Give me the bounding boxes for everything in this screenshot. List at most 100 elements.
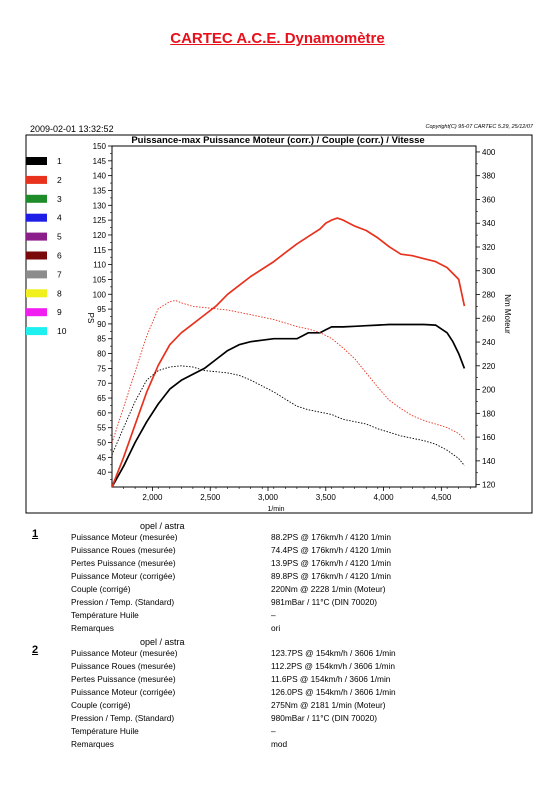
y-left-tick-label: 115 bbox=[93, 246, 106, 255]
page-title: CARTEC A.C.E. Dynamomètre bbox=[170, 30, 385, 47]
legend-swatch-3 bbox=[26, 194, 47, 203]
y-left-tick-label: 85 bbox=[97, 335, 106, 344]
dyno-chart: Puissance-max Puissance Moteur (corr.) /… bbox=[25, 134, 533, 514]
legend-label-1: 1 bbox=[57, 156, 62, 166]
spec-row: Température Huile – bbox=[71, 726, 551, 738]
y-left-tick-label: 40 bbox=[97, 468, 106, 477]
legend-swatch-5 bbox=[26, 232, 47, 241]
legend-swatch-8 bbox=[26, 289, 47, 298]
y-left-tick-label: 55 bbox=[97, 424, 106, 433]
spec-row: Puissance Roues (mesurée) 112.2PS @ 154km… bbox=[71, 661, 551, 673]
y-left-tick-label: 140 bbox=[93, 172, 107, 181]
spec-label: Pertes Puissance (mesurée) bbox=[71, 558, 176, 568]
spec-label: Pression / Temp. (Standard) bbox=[71, 597, 175, 607]
legend-swatch-9 bbox=[26, 308, 47, 317]
spec-row: Puissance Moteur (corrigée) 126.0PS @ 154… bbox=[71, 687, 551, 699]
y-right-tick-label: 140 bbox=[482, 457, 496, 466]
spec-label: Pression / Temp. (Standard) bbox=[71, 713, 175, 723]
y-left-tick-label: 100 bbox=[93, 290, 107, 299]
y-left-tick-label: 50 bbox=[97, 439, 106, 448]
y-left-tick-label: 80 bbox=[97, 350, 106, 359]
spec-label: Couple (corrigé) bbox=[71, 584, 131, 594]
x-tick-label: 3,500 bbox=[316, 493, 337, 502]
y-left-tick-label: 120 bbox=[93, 231, 107, 240]
spec-label: Puissance Moteur (mesurée) bbox=[71, 532, 178, 542]
y-right-tick-label: 120 bbox=[482, 481, 496, 490]
y-left-tick-label: 95 bbox=[97, 305, 106, 314]
y-right-tick-label: 400 bbox=[482, 148, 496, 157]
legend-swatch-7 bbox=[26, 270, 47, 279]
y-right-tick-label: 340 bbox=[482, 219, 496, 228]
y-left-tick-label: 130 bbox=[93, 201, 107, 210]
series-power-run-1 bbox=[112, 323, 466, 487]
chart-title: Puissance-max Puissance Moteur (corr.) /… bbox=[131, 135, 424, 146]
y-right-tick-label: 320 bbox=[482, 243, 496, 252]
spec-row: Puissance Moteur (corrigée) 89.8PS @ 176k… bbox=[71, 571, 551, 583]
spec-label: Température Huile bbox=[71, 726, 139, 736]
spec-label: Puissance Moteur (corrigée) bbox=[71, 687, 176, 697]
x-tick-label: 3,000 bbox=[258, 493, 279, 502]
run-vehicle: opel / astra bbox=[140, 521, 185, 531]
y-left-tick-label: 150 bbox=[93, 142, 107, 151]
run-number: 1 bbox=[32, 528, 39, 540]
spec-value: 980mBar / 11°C (DIN 70020) bbox=[271, 713, 377, 723]
x-tick-label: 2,500 bbox=[200, 493, 221, 502]
legend-label-5: 5 bbox=[57, 232, 62, 242]
legend-swatch-1 bbox=[26, 157, 47, 165]
legend-swatch-2 bbox=[26, 175, 47, 184]
legend-swatch-6 bbox=[26, 251, 47, 260]
spec-value: 13.9PS @ 176km/h / 4120 1/min bbox=[271, 558, 392, 568]
y-left-tick-label: 70 bbox=[97, 379, 106, 388]
x-tick-label: 2,000 bbox=[142, 493, 163, 502]
y-right-tick-label: 360 bbox=[482, 195, 496, 204]
y-right-tick-label: 260 bbox=[482, 314, 496, 323]
legend-label-2: 2 bbox=[57, 175, 62, 185]
y-right-axis-label: Nm Moteur bbox=[503, 294, 512, 334]
spec-label: Puissance Roues (mesurée) bbox=[71, 661, 176, 671]
spec-value: 220Nm @ 2228 1/min (Moteur) bbox=[271, 584, 386, 594]
spec-label: Remarques bbox=[71, 739, 114, 749]
y-left-tick-label: 75 bbox=[97, 364, 106, 373]
spec-row: Température Huile – bbox=[71, 610, 551, 622]
spec-row: Puissance Moteur (mesurée) 88.2PS @ 176km… bbox=[71, 532, 551, 544]
run-vehicle: opel / astra bbox=[140, 637, 185, 647]
spec-value: mod bbox=[271, 739, 288, 749]
spec-value: 74.4PS @ 176km/h / 4120 1/min bbox=[271, 545, 392, 555]
y-right-tick-label: 180 bbox=[482, 409, 496, 418]
y-left-tick-label: 90 bbox=[97, 320, 106, 329]
spec-value: – bbox=[271, 726, 276, 736]
y-left-tick-label: 105 bbox=[93, 275, 107, 284]
spec-row: Remarques ori bbox=[71, 623, 551, 635]
y-left-tick-label: 110 bbox=[93, 261, 106, 270]
spec-label: Température Huile bbox=[71, 610, 139, 620]
y-right-tick-label: 300 bbox=[482, 267, 496, 276]
spec-row: Pertes Puissance (mesurée) 13.9PS @ 176km… bbox=[71, 558, 551, 570]
series-power-run-2 bbox=[112, 217, 466, 487]
spec-value: 89.8PS @ 176km/h / 4120 1/min bbox=[271, 571, 392, 581]
legend-label-10: 10 bbox=[57, 326, 67, 336]
spec-label: Puissance Moteur (mesurée) bbox=[71, 648, 178, 658]
legend-label-9: 9 bbox=[57, 307, 62, 317]
x-tick-label: 4,000 bbox=[374, 493, 395, 502]
y-left-axis-label: PS bbox=[86, 313, 95, 324]
spec-row: Remarques mod bbox=[71, 739, 551, 751]
y-right-tick-label: 160 bbox=[482, 433, 496, 442]
spec-row: Puissance Roues (mesurée) 74.4PS @ 176km/… bbox=[71, 545, 551, 557]
series-torque-run-2 bbox=[112, 300, 465, 444]
series-torque-run-1 bbox=[112, 365, 465, 466]
spec-label: Remarques bbox=[71, 623, 114, 633]
y-right-tick-label: 280 bbox=[482, 291, 496, 300]
copyright-notice: Copyright(C) 95-07 CARTEC 5.29, 25/12/07 bbox=[425, 124, 533, 130]
spec-label: Puissance Roues (mesurée) bbox=[71, 545, 176, 555]
x-axis-label: 1/min bbox=[267, 506, 284, 513]
y-right-tick-label: 380 bbox=[482, 172, 496, 181]
legend-label-3: 3 bbox=[57, 194, 62, 204]
y-left-tick-label: 65 bbox=[97, 394, 106, 403]
spec-label: Pertes Puissance (mesurée) bbox=[71, 674, 176, 684]
x-tick-label: 4,500 bbox=[431, 493, 452, 502]
legend-label-8: 8 bbox=[57, 288, 62, 298]
y-right-tick-label: 220 bbox=[482, 362, 496, 371]
spec-row: Pertes Puissance (mesurée) 11.6PS @ 154km… bbox=[71, 674, 551, 686]
y-right-tick-label: 200 bbox=[482, 386, 496, 395]
spec-row: Pression / Temp. (Standard) 980mBar / 11°… bbox=[71, 713, 551, 725]
